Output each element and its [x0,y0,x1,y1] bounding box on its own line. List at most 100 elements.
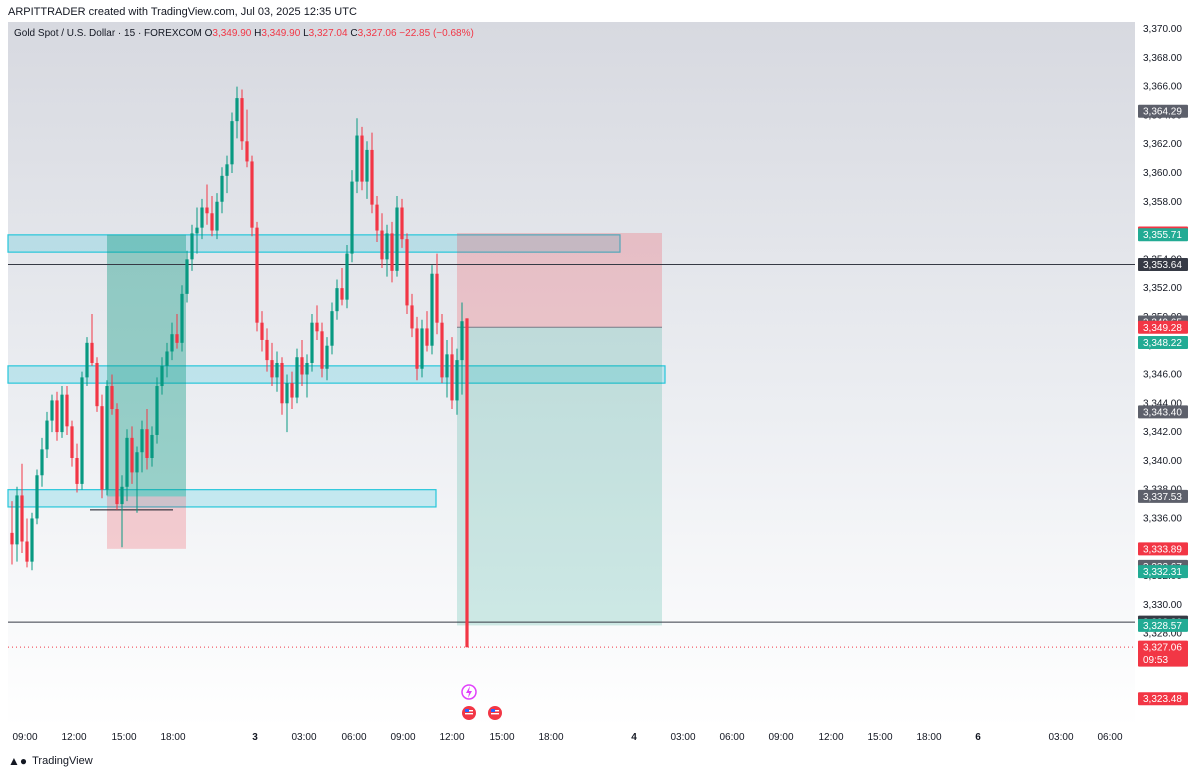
candle-body [150,434,154,458]
time-tick-label: 12:00 [818,732,843,743]
candle-body [285,383,289,404]
price-label-text: 3,343.40 [1143,407,1182,418]
price-label-text: 3,332.31 [1143,567,1182,578]
candle-body [30,518,34,562]
chart-plot-area[interactable] [8,22,1135,728]
price-label-box [1138,565,1188,579]
candle-body [205,207,209,214]
price-label-text: 3,337.53 [1143,492,1182,503]
candle-body [310,322,314,363]
time-tick-label: 18:00 [538,732,563,743]
time-tick-label: 03:00 [670,732,695,743]
candle-body [185,259,189,294]
candle-body [400,207,404,240]
time-tick-label: 03:00 [291,732,316,743]
candle-body [75,457,79,484]
price-label-countdown: 09:53 [1143,655,1168,666]
price-tick-label: 3,358.00 [1143,197,1182,208]
time-tick-label: 06:00 [719,732,744,743]
candle-body [300,357,304,375]
candle-body [375,204,379,231]
candle-body [175,334,179,343]
tradingview-brand[interactable]: TradingView [32,755,93,767]
candle-body [200,207,204,228]
candle-body [230,121,234,165]
candle-body [345,253,349,300]
candle-body [275,362,279,378]
time-tick-label: 18:00 [160,732,185,743]
candle-body [25,541,29,562]
price-tick-label: 3,362.00 [1143,139,1182,150]
time-tick-label: 3 [252,732,258,743]
chart-attribution: ARPITTRADER created with TradingView.com… [8,6,357,18]
candle-body [220,175,224,202]
time-tick-label: 09:00 [768,732,793,743]
price-label-text: 3,323.48 [1143,694,1182,705]
price-label-box [1138,692,1188,706]
candle-body [435,273,439,323]
candle-body [195,227,199,234]
candle-body [155,386,159,435]
time-tick-label: 12:00 [61,732,86,743]
price-axis[interactable] [1135,22,1200,728]
candle-body [135,452,139,473]
candle-body [250,161,254,228]
candle-body [80,377,84,484]
tradingview-footer: ▲● TradingView [8,754,93,768]
flag-canton [491,709,495,712]
candle-body [365,149,369,182]
candle-body [125,437,129,487]
candle-body [430,273,434,346]
legend-close-label: C [350,28,358,39]
candle-body [20,495,24,542]
candle-body [55,400,59,433]
short-position-stop-zone [457,232,662,328]
zone-box [7,234,621,253]
candle-body [15,495,19,545]
candle-body [225,164,229,176]
time-axis[interactable] [8,728,1135,748]
time-tick-label: 4 [631,732,637,743]
flag-stripe [491,713,499,715]
candle-body [305,362,309,375]
price-tick-label: 3,352.00 [1143,283,1182,294]
candle-body [280,362,284,404]
tradingview-logo-icon: ▲● [8,754,28,768]
price-label-box [1138,228,1188,242]
candle-body [330,311,334,346]
price-tick-label: 3,360.00 [1143,168,1182,179]
candle-body [165,351,169,366]
alert-icon [461,684,477,700]
candle-body [10,532,14,545]
price-label-box [1138,640,1188,667]
flag-canton [465,709,469,712]
candle-body [445,354,449,378]
zone-box [7,365,666,384]
zone-box [7,489,437,508]
candle-body [145,429,149,458]
symbol-legend: Gold Spot / U.S. Dollar · 15 · FOREXCOM … [14,28,474,39]
candle-body [465,318,469,648]
price-label-text: 3,364.29 [1143,107,1182,118]
candle-body [265,339,269,361]
time-tick-label: 06:00 [341,732,366,743]
candle-body [260,322,264,340]
candle-body [235,98,239,122]
legend-symbol[interactable]: Gold Spot / U.S. Dollar · 15 · FOREXCOM [14,28,202,39]
candle-body [245,141,249,162]
candle-body [390,233,394,271]
candle-body [100,406,104,490]
candle-body [85,342,89,378]
candle-body [90,342,94,363]
candle-body [350,181,354,254]
candle-body [70,426,74,458]
price-label-box [1138,405,1188,419]
lightning-icon [466,686,472,698]
us-flag-icon [462,706,476,720]
legend-low-label: L [303,28,309,39]
candle-body [65,394,69,427]
candle-body [110,386,114,410]
time-tick-label: 18:00 [916,732,941,743]
candle-body [210,213,214,231]
